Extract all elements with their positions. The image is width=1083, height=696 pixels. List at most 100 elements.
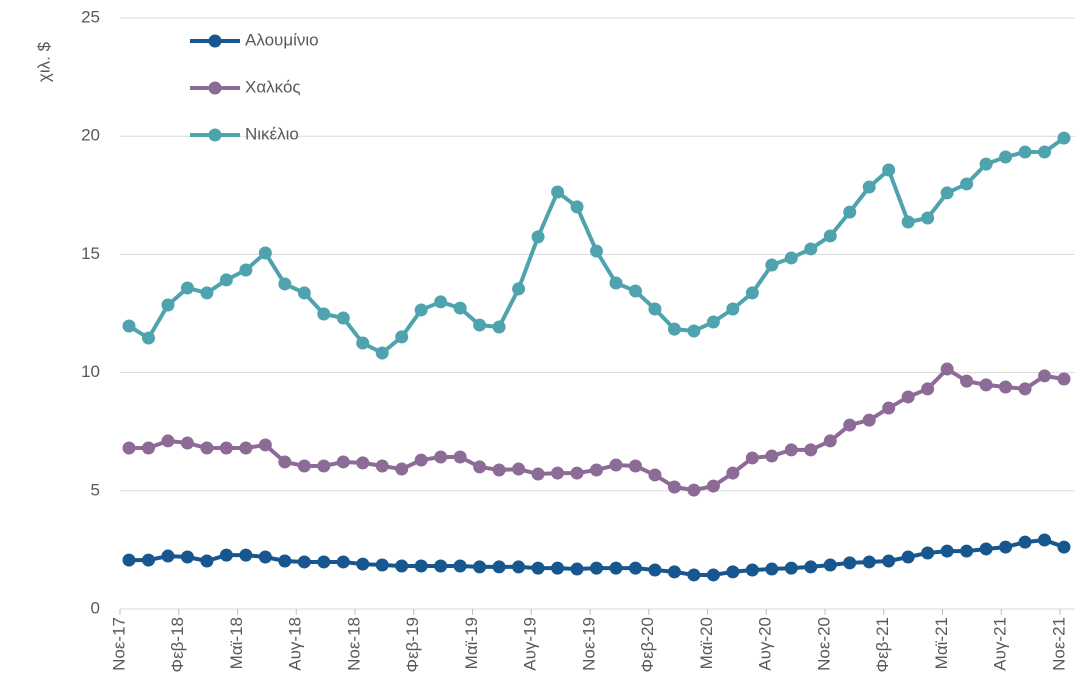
point xyxy=(706,479,720,493)
point xyxy=(297,459,311,473)
point xyxy=(375,558,389,572)
point xyxy=(278,277,292,291)
point xyxy=(570,466,584,480)
point xyxy=(278,554,292,568)
point xyxy=(979,157,993,171)
point xyxy=(999,540,1013,554)
point xyxy=(706,315,720,329)
point xyxy=(1038,369,1052,383)
point xyxy=(823,434,837,448)
point xyxy=(336,455,350,469)
x-tick-label: Αυγ-20 xyxy=(756,617,775,671)
point xyxy=(1038,533,1052,547)
point xyxy=(590,463,603,477)
point xyxy=(960,374,974,388)
point xyxy=(161,298,175,312)
y-tick-label: 10 xyxy=(81,362,100,381)
point xyxy=(161,434,175,448)
point xyxy=(1057,540,1071,554)
point xyxy=(628,284,642,298)
point xyxy=(512,560,526,574)
point xyxy=(843,418,857,432)
point xyxy=(784,251,798,265)
point xyxy=(745,563,759,577)
point xyxy=(141,331,155,345)
point xyxy=(122,441,136,455)
point xyxy=(473,560,487,574)
point xyxy=(609,458,623,472)
point xyxy=(843,556,857,570)
point xyxy=(258,550,272,564)
point xyxy=(551,185,565,199)
point xyxy=(356,336,370,350)
x-tick-label: Μαϊ-20 xyxy=(697,617,716,669)
point xyxy=(726,302,740,316)
point xyxy=(492,463,506,477)
x-tick-label: Μαϊ-19 xyxy=(462,617,481,669)
point xyxy=(648,468,662,482)
point xyxy=(940,186,954,200)
point xyxy=(434,450,448,464)
point xyxy=(765,449,779,463)
point xyxy=(239,263,253,277)
point xyxy=(590,561,603,575)
point xyxy=(940,362,954,376)
point xyxy=(434,559,448,573)
x-tick-label: Αυγ-21 xyxy=(991,617,1010,671)
point xyxy=(356,456,370,470)
x-tick-label: Νοε-17 xyxy=(109,617,128,671)
point xyxy=(745,286,759,300)
x-tick-label: Αυγ-19 xyxy=(521,617,540,671)
legend-label: Νικέλιο xyxy=(245,124,299,143)
y-tick-label: 0 xyxy=(91,598,100,617)
point xyxy=(1018,382,1032,396)
point xyxy=(921,211,935,225)
point xyxy=(1057,131,1071,145)
point xyxy=(882,163,896,177)
point xyxy=(999,380,1013,394)
x-tick-label: Φεβ-18 xyxy=(168,617,187,673)
point xyxy=(356,557,370,571)
point xyxy=(414,453,428,467)
point xyxy=(180,550,194,564)
point xyxy=(804,560,818,574)
point xyxy=(531,230,545,244)
point xyxy=(414,559,428,573)
point xyxy=(979,542,993,556)
point xyxy=(1018,535,1032,549)
point xyxy=(804,443,818,457)
point xyxy=(375,346,389,360)
point xyxy=(667,480,681,494)
point xyxy=(570,200,584,214)
point xyxy=(551,466,565,480)
point xyxy=(901,390,915,404)
point xyxy=(297,286,311,300)
point xyxy=(921,382,935,396)
point xyxy=(628,459,642,473)
point xyxy=(180,436,194,450)
point xyxy=(609,276,623,290)
legend-marker xyxy=(208,128,222,142)
point xyxy=(843,205,857,219)
point xyxy=(921,546,935,560)
point xyxy=(395,559,409,573)
point xyxy=(804,242,818,256)
point xyxy=(531,467,545,481)
x-tick-label: Μαϊ-21 xyxy=(932,617,951,669)
point xyxy=(765,258,779,272)
point xyxy=(219,441,233,455)
point xyxy=(979,378,993,392)
point xyxy=(239,548,253,562)
x-tick-label: Νοε-21 xyxy=(1049,617,1068,671)
point xyxy=(141,441,155,455)
point xyxy=(823,229,837,243)
x-tick-label: Αυγ-18 xyxy=(286,617,305,671)
point xyxy=(862,413,876,427)
point xyxy=(862,180,876,194)
point xyxy=(200,441,214,455)
point xyxy=(219,548,233,562)
point xyxy=(219,273,233,287)
point xyxy=(667,565,681,579)
point xyxy=(317,555,331,569)
point xyxy=(473,318,487,332)
